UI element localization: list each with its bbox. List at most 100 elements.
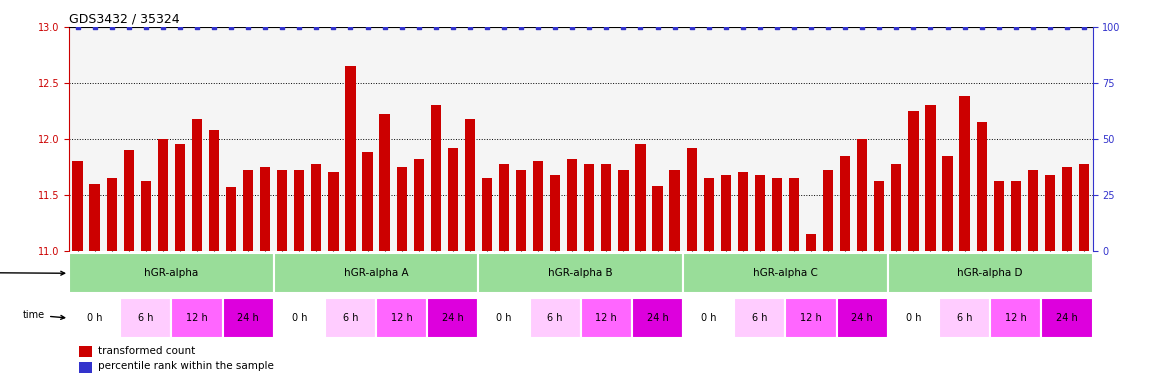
Bar — [652, 186, 662, 251]
FancyBboxPatch shape — [785, 298, 837, 338]
Bar — [926, 105, 936, 251]
Bar — [908, 111, 919, 251]
Bar — [601, 164, 612, 251]
Bar — [397, 167, 407, 251]
Text: 12 h: 12 h — [800, 313, 822, 323]
Text: 24 h: 24 h — [646, 313, 668, 323]
Point — [512, 24, 530, 30]
Point — [716, 24, 735, 30]
Bar — [107, 178, 117, 251]
Text: 12 h: 12 h — [186, 313, 208, 323]
Bar — [362, 152, 373, 251]
Bar — [772, 178, 782, 251]
Text: hGR-alpha C: hGR-alpha C — [753, 268, 818, 278]
Text: 0 h: 0 h — [906, 313, 921, 323]
Point — [477, 24, 496, 30]
Point — [324, 24, 343, 30]
Point — [1006, 24, 1025, 30]
Bar — [447, 148, 458, 251]
Text: 24 h: 24 h — [237, 313, 259, 323]
Bar — [754, 175, 765, 251]
Text: 12 h: 12 h — [1005, 313, 1027, 323]
Text: 24 h: 24 h — [442, 313, 463, 323]
Point — [1075, 24, 1094, 30]
Bar — [550, 175, 560, 251]
Bar — [140, 182, 151, 251]
Text: 0 h: 0 h — [292, 313, 307, 323]
Point — [1041, 24, 1059, 30]
Text: 0 h: 0 h — [702, 313, 716, 323]
Point — [973, 24, 991, 30]
FancyBboxPatch shape — [683, 253, 888, 293]
Bar — [72, 161, 83, 251]
Point — [102, 24, 121, 30]
Point — [614, 24, 632, 30]
Bar — [994, 182, 1004, 251]
FancyBboxPatch shape — [478, 298, 530, 338]
FancyBboxPatch shape — [69, 253, 274, 293]
Text: hGR-alpha: hGR-alpha — [144, 268, 199, 278]
Bar — [1011, 182, 1021, 251]
Bar — [260, 167, 270, 251]
Point — [392, 24, 411, 30]
FancyBboxPatch shape — [632, 298, 683, 338]
Bar — [516, 170, 527, 251]
Point — [631, 24, 650, 30]
Bar — [840, 156, 850, 251]
FancyBboxPatch shape — [325, 298, 376, 338]
Point — [734, 24, 752, 30]
Bar — [294, 170, 305, 251]
Text: GDS3432 / 35324: GDS3432 / 35324 — [69, 13, 179, 26]
Point — [887, 24, 905, 30]
Point — [85, 24, 104, 30]
Bar — [806, 234, 816, 251]
Point — [529, 24, 547, 30]
Point — [546, 24, 565, 30]
Bar — [704, 178, 714, 251]
Bar — [874, 182, 884, 251]
Bar — [225, 187, 236, 251]
FancyBboxPatch shape — [888, 298, 938, 338]
Point — [699, 24, 718, 30]
Bar — [737, 172, 748, 251]
Bar — [1061, 167, 1072, 251]
Bar — [209, 130, 220, 251]
Bar — [959, 96, 969, 251]
Point — [904, 24, 922, 30]
Text: 0 h: 0 h — [87, 313, 102, 323]
FancyBboxPatch shape — [428, 298, 478, 338]
Text: transformed count: transformed count — [98, 346, 194, 356]
Point — [137, 24, 155, 30]
FancyBboxPatch shape — [223, 298, 274, 338]
Point — [666, 24, 684, 30]
Point — [597, 24, 615, 30]
Text: 6 h: 6 h — [343, 313, 358, 323]
Point — [682, 24, 700, 30]
Point — [170, 24, 189, 30]
FancyBboxPatch shape — [376, 298, 428, 338]
Point — [342, 24, 360, 30]
Bar — [414, 159, 424, 251]
Bar — [430, 105, 440, 251]
FancyBboxPatch shape — [171, 298, 223, 338]
FancyBboxPatch shape — [888, 253, 1092, 293]
Point — [427, 24, 445, 30]
Bar — [619, 170, 629, 251]
Point — [359, 24, 377, 30]
Text: percentile rank within the sample: percentile rank within the sample — [98, 361, 274, 371]
Point — [222, 24, 240, 30]
Point — [461, 24, 480, 30]
Point — [1058, 24, 1076, 30]
Bar — [465, 119, 475, 251]
FancyBboxPatch shape — [837, 298, 888, 338]
Bar — [1044, 175, 1055, 251]
Point — [871, 24, 889, 30]
Bar — [90, 184, 100, 251]
FancyBboxPatch shape — [530, 298, 581, 338]
Bar — [789, 178, 799, 251]
Point — [784, 24, 803, 30]
Text: 12 h: 12 h — [596, 313, 618, 323]
Bar — [721, 175, 731, 251]
Point — [68, 24, 86, 30]
Bar — [1028, 170, 1038, 251]
